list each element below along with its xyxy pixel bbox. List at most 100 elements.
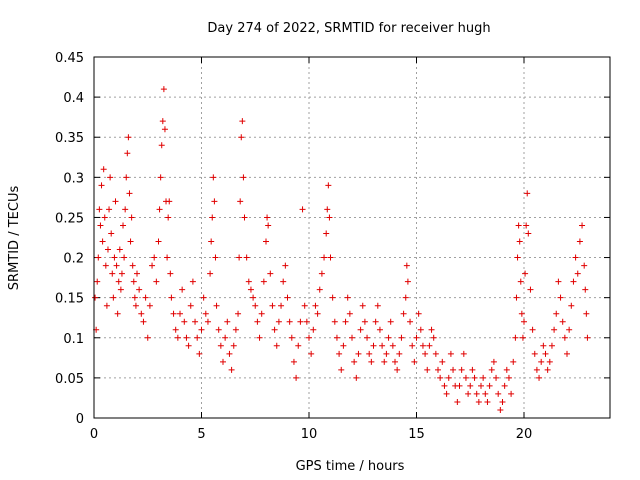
data-point bbox=[326, 214, 333, 221]
data-point bbox=[306, 334, 312, 341]
x-axis-label: GPS time / hours bbox=[296, 459, 405, 474]
data-point bbox=[460, 350, 467, 357]
data-point bbox=[523, 222, 530, 229]
data-point bbox=[245, 278, 252, 285]
data-point bbox=[215, 326, 222, 333]
data-point bbox=[546, 358, 553, 365]
data-point bbox=[232, 326, 239, 333]
data-point bbox=[129, 262, 136, 269]
data-point bbox=[160, 86, 167, 93]
data-point bbox=[478, 382, 484, 389]
data-point bbox=[310, 326, 317, 333]
data-point bbox=[114, 310, 121, 317]
data-point bbox=[125, 134, 132, 141]
data-point bbox=[379, 342, 386, 349]
data-point bbox=[211, 198, 218, 205]
data-point bbox=[325, 182, 332, 189]
data-point bbox=[282, 262, 289, 269]
data-point bbox=[204, 318, 211, 325]
data-point bbox=[370, 342, 377, 349]
x-tick-label: 20 bbox=[516, 427, 533, 442]
data-point bbox=[177, 310, 183, 317]
data-point bbox=[128, 214, 135, 221]
data-point bbox=[465, 390, 472, 397]
data-point bbox=[236, 254, 243, 261]
data-point bbox=[290, 358, 297, 365]
data-point bbox=[574, 270, 581, 277]
plot-frame bbox=[93, 56, 611, 419]
data-point bbox=[510, 358, 517, 365]
data-point bbox=[338, 366, 345, 373]
data-point bbox=[196, 350, 203, 357]
axis-ticks bbox=[93, 56, 610, 419]
data-point bbox=[536, 374, 543, 381]
data-point bbox=[192, 318, 199, 325]
data-point bbox=[349, 334, 355, 341]
data-point bbox=[340, 342, 347, 349]
data-point bbox=[301, 302, 308, 309]
data-point bbox=[126, 190, 133, 197]
data-point bbox=[111, 254, 118, 261]
data-point bbox=[538, 358, 545, 365]
data-point bbox=[582, 286, 589, 293]
data-point bbox=[194, 334, 201, 341]
data-point bbox=[284, 294, 291, 301]
data-point bbox=[187, 302, 194, 309]
data-point bbox=[136, 286, 143, 293]
data-point bbox=[217, 342, 224, 349]
data-point bbox=[462, 374, 469, 381]
data-point bbox=[525, 230, 532, 237]
data-point bbox=[424, 366, 431, 373]
data-point bbox=[117, 286, 124, 293]
data-point bbox=[293, 374, 300, 381]
y-tick-labels: 0 0.05 0.1 0.15 0.2 0.25 0.3 0.35 0.4 0.45 bbox=[55, 51, 84, 427]
data-point bbox=[551, 326, 558, 333]
y-tick-label: 0.2 bbox=[63, 252, 84, 267]
x-tick-label: 15 bbox=[408, 427, 425, 442]
data-point bbox=[181, 318, 188, 325]
data-point bbox=[342, 318, 349, 325]
data-point bbox=[542, 350, 549, 357]
data-point bbox=[235, 310, 242, 317]
x-tick-label: 0 bbox=[90, 427, 98, 442]
data-point bbox=[156, 206, 163, 213]
data-point bbox=[238, 134, 245, 141]
data-point bbox=[443, 390, 450, 397]
data-point bbox=[501, 382, 508, 389]
data-point bbox=[250, 294, 257, 301]
data-point bbox=[164, 254, 171, 261]
data-point bbox=[432, 350, 439, 357]
data-point bbox=[107, 174, 114, 181]
data-point bbox=[435, 366, 441, 373]
data-point bbox=[318, 270, 325, 277]
data-point bbox=[200, 294, 207, 301]
data-point bbox=[445, 374, 452, 381]
data-point bbox=[140, 318, 147, 325]
data-point bbox=[359, 302, 366, 309]
data-point bbox=[237, 198, 244, 205]
data-point bbox=[256, 334, 263, 341]
data-point bbox=[484, 398, 491, 405]
data-point bbox=[361, 318, 368, 325]
data-point bbox=[404, 278, 411, 285]
data-point bbox=[273, 342, 280, 349]
data-point bbox=[207, 270, 214, 277]
data-point bbox=[265, 222, 272, 229]
data-point bbox=[230, 342, 237, 349]
data-point bbox=[518, 310, 525, 317]
data-point bbox=[522, 270, 529, 277]
data-point bbox=[202, 310, 209, 317]
data-point bbox=[96, 206, 103, 213]
data-point bbox=[437, 374, 444, 381]
data-point bbox=[331, 318, 338, 325]
data-point bbox=[493, 374, 500, 381]
data-point bbox=[553, 310, 560, 317]
data-point bbox=[584, 334, 591, 341]
data-point bbox=[240, 174, 247, 181]
data-point bbox=[576, 238, 583, 245]
data-point bbox=[122, 206, 129, 213]
data-point bbox=[355, 350, 362, 357]
data-point bbox=[368, 358, 375, 365]
data-point bbox=[381, 358, 388, 365]
data-point bbox=[220, 358, 226, 365]
